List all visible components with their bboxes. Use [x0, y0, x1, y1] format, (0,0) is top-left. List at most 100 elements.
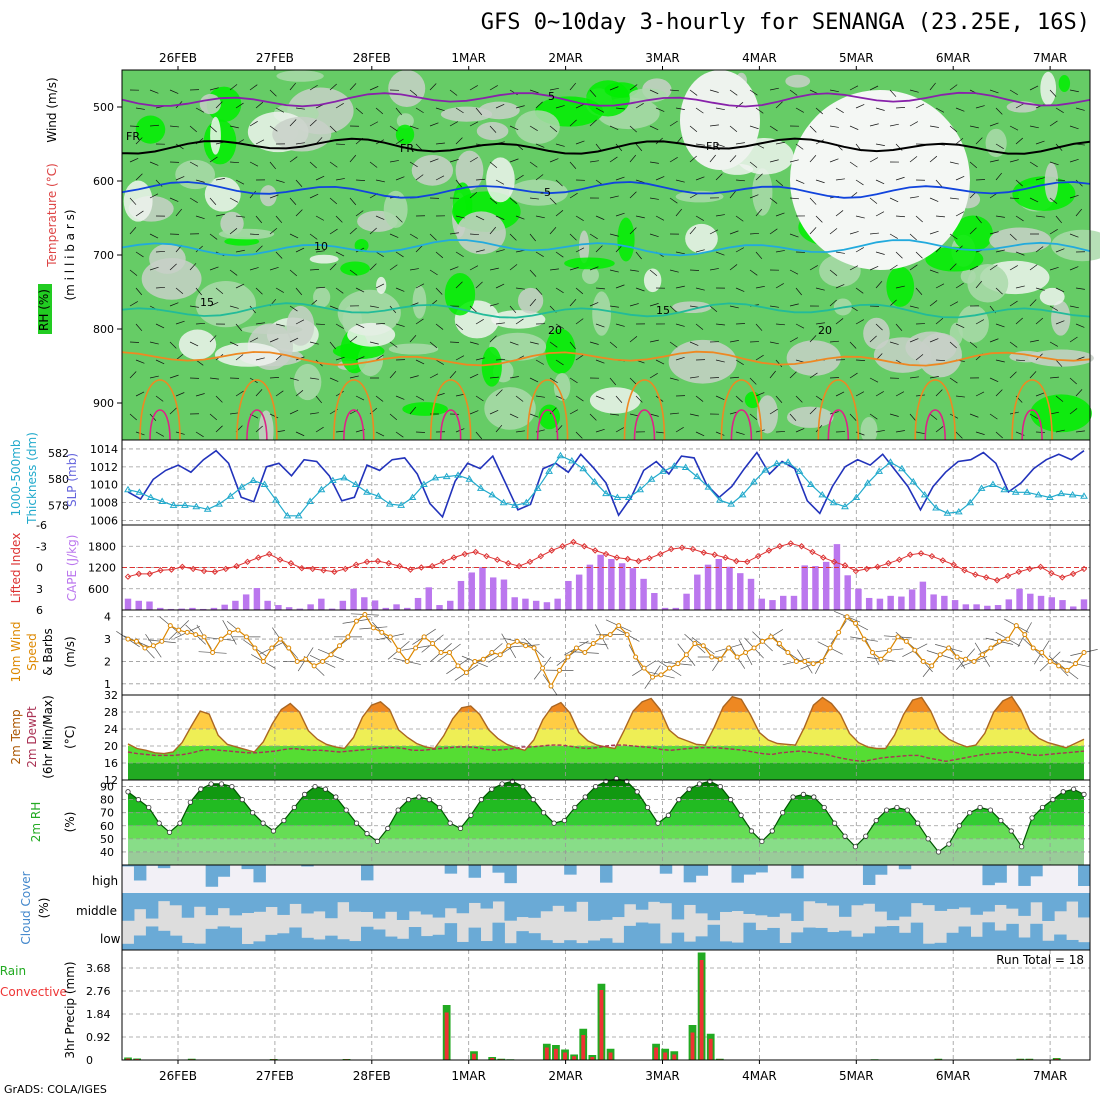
wind-barb [729, 155, 737, 163]
cape-bar [124, 598, 132, 610]
rh-band [128, 851, 1084, 865]
cloud-middle [755, 893, 768, 916]
rh-point [811, 794, 817, 800]
wind-point [1073, 661, 1079, 667]
wind-point [565, 654, 571, 660]
cloud-low [767, 927, 780, 950]
wind-barb [669, 89, 679, 92]
rh-point [748, 828, 755, 834]
cloud-high [205, 865, 219, 887]
cape-bar [554, 598, 561, 610]
wind-barb [709, 229, 719, 235]
thickness-point [818, 490, 827, 498]
cape-bar [758, 598, 765, 610]
li-point [885, 560, 892, 567]
cloud-high [659, 865, 673, 874]
wind-barb [715, 395, 725, 400]
wind-barb [849, 413, 857, 421]
li-point [548, 547, 555, 554]
rh-point [873, 817, 879, 824]
wind-barb [155, 286, 165, 289]
wind-barb [289, 269, 298, 277]
thickness-point [1023, 488, 1031, 495]
thickness-point [761, 466, 770, 473]
wind-barb [1029, 413, 1038, 419]
wind-barb [535, 174, 544, 181]
wind-barb [869, 123, 879, 127]
wind-barb [389, 371, 397, 379]
rh-point [437, 804, 443, 811]
precip-units-label: 3hr Precip (mm) [63, 961, 77, 1058]
rh-patch [293, 363, 322, 401]
li-point [342, 565, 349, 573]
wind-barb [255, 425, 263, 433]
rh-patch [440, 106, 493, 122]
wind-barb [695, 395, 704, 402]
wind-point [700, 643, 706, 649]
wind-tick-label: 3 [104, 633, 111, 646]
li-point [407, 566, 414, 573]
wind-barb [409, 161, 418, 168]
wind-barb [955, 282, 964, 289]
date-label-bottom: 27FEB [256, 1069, 294, 1083]
wind-barb [335, 287, 344, 294]
li-point [809, 548, 816, 556]
wind-barb [455, 251, 464, 258]
cloud-low [468, 927, 482, 950]
wind-barb [489, 226, 497, 235]
wind-barb [275, 390, 284, 397]
li-point [776, 543, 784, 550]
wind-point [963, 656, 969, 662]
date-axes: 26FEB26FEB27FEB27FEB28FEB28FEB1MAR1MAR2M… [159, 51, 1067, 1083]
wind-barb [369, 121, 379, 127]
rh-point [759, 838, 765, 845]
wind-barb [595, 428, 605, 433]
wind-barb [869, 157, 879, 163]
wind-barb [949, 197, 959, 200]
wind-barb [609, 377, 617, 386]
wind-barb [849, 85, 859, 91]
cloud-middle [528, 893, 541, 918]
wind-barb [149, 233, 159, 239]
isotherm-line [817, 379, 860, 441]
wind-barb [475, 249, 485, 253]
thickness-point [192, 502, 201, 510]
cloud-middle [265, 893, 278, 908]
wind-barb [769, 228, 778, 235]
wind-barb [369, 86, 379, 91]
wind-barb [589, 233, 598, 240]
li-line [127, 541, 1085, 581]
cloud-low [301, 937, 314, 950]
wind-barb [849, 341, 857, 349]
wind-barb [195, 215, 205, 220]
cape-bar [1027, 593, 1034, 610]
li-point [830, 558, 838, 566]
cloud-high [241, 865, 254, 870]
rh-point [987, 807, 994, 813]
wind-barb [989, 377, 999, 383]
wind-barb [1015, 285, 1025, 289]
wind-barb [629, 377, 637, 385]
cloud-middle [145, 893, 159, 919]
thickness-point [1000, 485, 1009, 493]
cape-bar [500, 579, 508, 610]
wind-barb [929, 338, 939, 343]
y-tick-label: 900 [93, 397, 114, 410]
wind-point [531, 645, 537, 651]
wind-barb [289, 197, 297, 205]
cloud-low [958, 926, 971, 950]
wind-point [929, 663, 935, 669]
cape-bar [382, 607, 390, 610]
wind-barb [749, 125, 759, 130]
li-point [972, 571, 979, 578]
wind-barb [769, 305, 779, 308]
thickness-point [556, 451, 565, 459]
wind-barb [769, 370, 776, 379]
li-point [439, 558, 447, 566]
li-point [331, 568, 338, 575]
wind-point [438, 650, 444, 655]
cloud-middle [671, 893, 685, 920]
cloud-middle [970, 893, 983, 915]
